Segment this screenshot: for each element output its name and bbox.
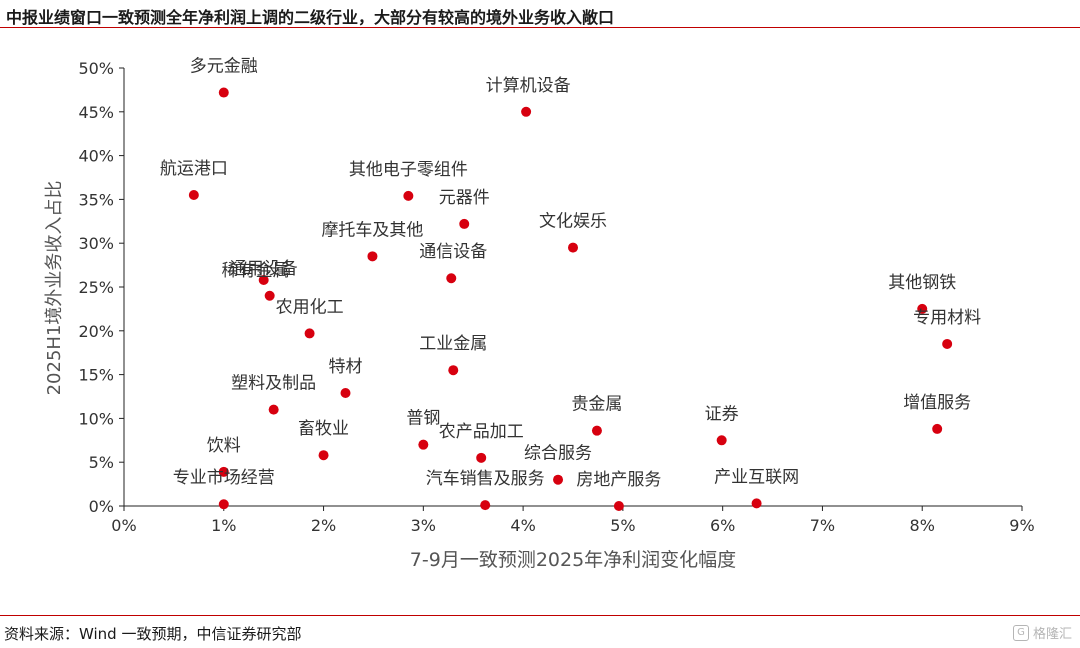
point-label: 增值服务 — [903, 393, 971, 413]
point-label: 其他电子零组件 — [349, 160, 468, 180]
page-title: 中报业绩窗口一致预测全年净利润上调的二级行业，大部分有较高的境外业务收入敞口 — [6, 8, 615, 27]
footer-divider — [0, 615, 1080, 616]
scatter-point — [568, 242, 578, 253]
x-tick-label: 5% — [610, 516, 635, 535]
scatter-point — [942, 338, 953, 349]
scatter-point — [932, 423, 943, 434]
header: 中报业绩窗口一致预测全年净利润上调的二级行业，大部分有较高的境外业务收入敞口 — [0, 0, 1080, 28]
scatter-point — [751, 498, 762, 509]
y-tick-label: 0% — [89, 497, 114, 516]
scatter-point — [521, 106, 532, 117]
point-label: 其他钢铁 — [888, 273, 956, 293]
point-label: 工业金属 — [419, 334, 487, 354]
y-tick-label: 30% — [78, 234, 114, 253]
scatter-point — [480, 500, 491, 511]
point-label: 多元金融 — [190, 57, 258, 77]
scatter-point — [917, 303, 928, 314]
scatter-point — [340, 387, 351, 398]
x-tick-label: 4% — [510, 516, 535, 535]
scatter-point — [446, 273, 457, 284]
point-label: 通信设备 — [419, 242, 487, 262]
point-label: 专用材料 — [913, 308, 981, 328]
y-tick-label: 10% — [78, 409, 114, 428]
scatter-point — [258, 274, 269, 285]
x-tick-label: 7% — [810, 516, 835, 535]
scatter-point — [188, 190, 199, 201]
y-axis-title-group: 2025H1境外业务收入占比 — [44, 181, 65, 396]
data-points — [188, 87, 953, 511]
tick-labels: 0% 5% 10% 15% 20% 25% 30% 35% 40% 45% 50% 0% 1% 2% 3% 4… — [78, 59, 1034, 535]
point-label: 航运港口 — [160, 159, 228, 179]
x-tick-label: 2% — [311, 516, 336, 535]
scatter-point — [218, 499, 229, 510]
scatter-point — [553, 474, 564, 485]
header-divider — [0, 27, 1080, 28]
scatter-point — [318, 450, 329, 461]
scatter-point — [476, 452, 487, 463]
scatter-point — [304, 328, 315, 339]
point-label: 农用化工 — [276, 297, 344, 317]
y-tick-label: 5% — [89, 453, 114, 472]
scatter-point — [403, 190, 414, 201]
point-label: 证券 — [705, 404, 739, 424]
watermark-logo-icon: G — [1012, 624, 1029, 641]
watermark-text: 格隆汇 — [1032, 627, 1072, 642]
point-label: 摩托车及其他 — [321, 220, 423, 240]
point-label: 房地产服务 — [576, 470, 661, 490]
x-tick-label: 0% — [111, 516, 136, 535]
point-label: 文化娱乐 — [539, 212, 607, 232]
point-label: 贵金属 — [571, 395, 622, 415]
point-label: 饮料 — [207, 436, 241, 456]
y-tick-label: 25% — [78, 278, 114, 297]
scatter-point — [448, 365, 459, 376]
y-tick-label: 35% — [78, 190, 114, 209]
scatter-chart: 2025H1境外业务收入占比 0% 5% 10% 15% 20% 25% 30% 35% 40%… — [44, 57, 1035, 571]
point-label: 计算机设备 — [486, 76, 571, 96]
x-axis-title: 7-9月一致预测2025年净利润变化幅度 — [410, 549, 736, 571]
scatter-point — [264, 290, 275, 301]
point-label: 特材 — [329, 357, 363, 377]
watermark: G 格隆汇 — [1012, 623, 1072, 642]
x-tick-label: 3% — [411, 516, 436, 535]
x-tick-label: 6% — [710, 516, 735, 535]
source-note: 资料来源：Wind 一致预期，中信证券研究部 — [4, 625, 302, 643]
point-label: 塑料及制品 — [231, 374, 316, 394]
scatter-point — [716, 435, 727, 446]
y-tick-label: 15% — [78, 366, 114, 385]
scatter-point — [459, 218, 470, 229]
point-label: 综合服务 — [524, 444, 592, 464]
y-axis-title: 2025H1境外业务收入占比 — [44, 181, 65, 396]
y-tick-label: 45% — [78, 103, 114, 122]
y-tick-label: 40% — [78, 147, 114, 166]
x-tick-label: 9% — [1009, 516, 1034, 535]
point-label: 元器件 — [439, 188, 490, 208]
scatter-point — [218, 466, 229, 477]
point-label: 产业互联网 — [714, 467, 799, 487]
scatter-point — [613, 501, 624, 511]
y-tick-label: 50% — [78, 59, 114, 78]
x-tick-label: 1% — [211, 516, 236, 535]
point-label: 畜牧业 — [298, 419, 349, 439]
scatter-point — [268, 404, 279, 415]
x-tick-label: 8% — [910, 516, 935, 535]
y-tick-label: 20% — [78, 322, 114, 341]
point-label: 农产品加工 — [439, 422, 524, 442]
point-label: 通用设备 — [230, 259, 298, 279]
scatter-point — [418, 439, 429, 450]
point-label: 专业市场经营 — [173, 468, 275, 488]
scatter-point — [218, 87, 229, 98]
point-label: 汽车销售及服务 — [426, 469, 545, 489]
footer: 资料来源：Wind 一致预期，中信证券研究部 G 格隆汇 — [0, 615, 1080, 648]
axes — [119, 67, 1023, 511]
point-label: 普钢 — [406, 409, 440, 429]
point-label: 稀有金属 — [222, 261, 290, 281]
scatter-point — [591, 425, 602, 436]
scatter-point — [367, 251, 378, 262]
